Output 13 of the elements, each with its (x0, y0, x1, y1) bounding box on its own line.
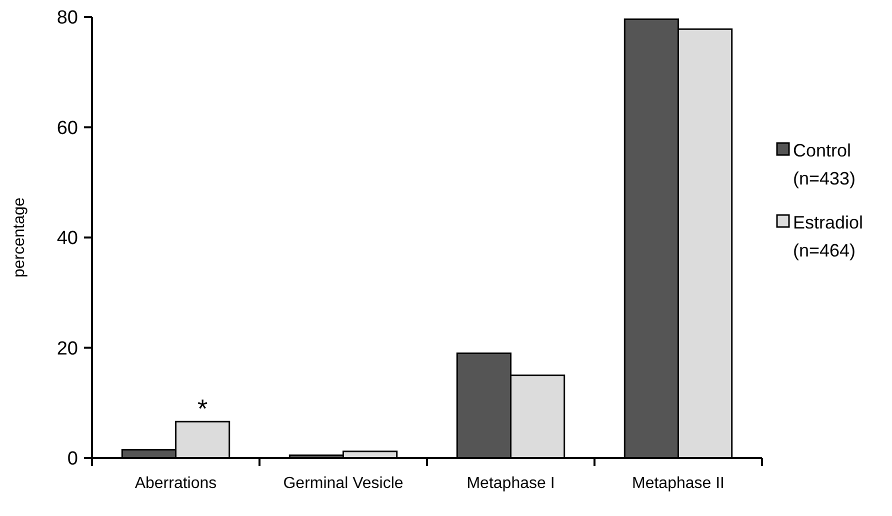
y-tick-label: 40 (56, 228, 78, 250)
x-tick-label: Germinal Vesicle (283, 475, 404, 492)
y-tick-label: 80 (56, 8, 78, 29)
y-tick-label: 60 (56, 118, 78, 139)
y-tick-label: 0 (67, 448, 78, 470)
annotation: * (197, 394, 208, 424)
x-tick-label: Metaphase II (632, 475, 724, 492)
y-tick-label: 20 (56, 338, 78, 360)
legend-label: Control (n=433) (793, 140, 856, 188)
x-tick-label: Metaphase I (466, 475, 555, 492)
y-axis-title: percentage (11, 197, 28, 278)
legend-label: Estradiol (n=464) (793, 212, 864, 260)
x-tick-label: Aberrations (134, 475, 217, 492)
